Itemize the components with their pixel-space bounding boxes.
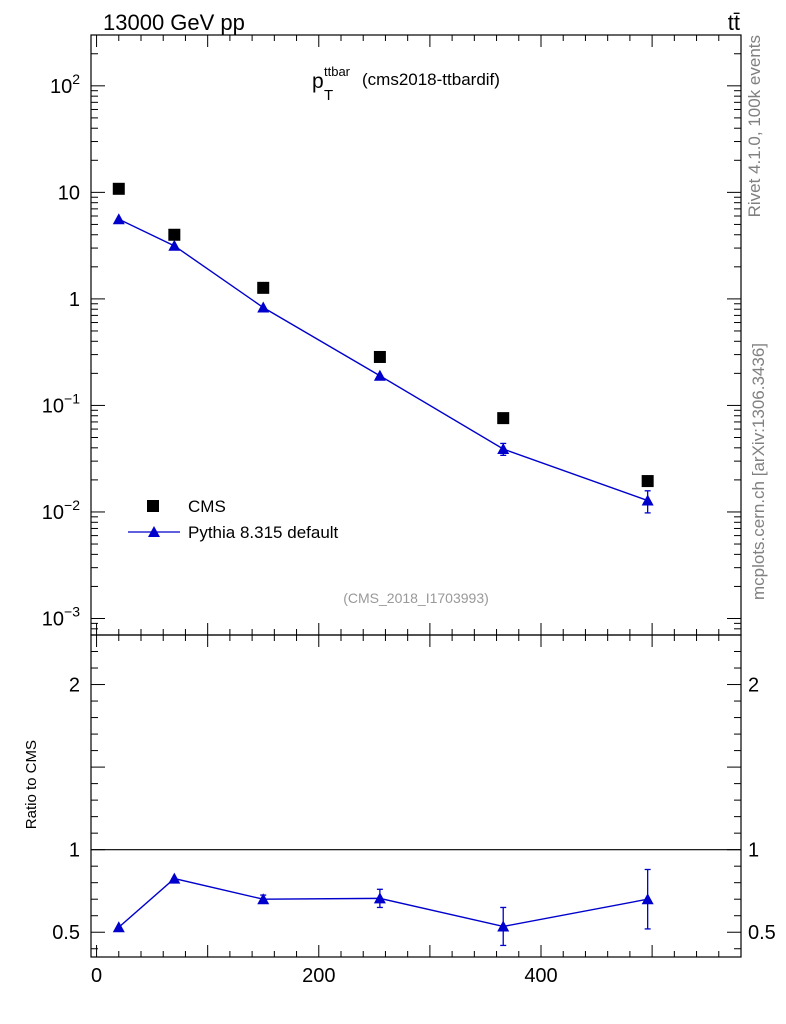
pythia-point <box>112 213 125 225</box>
ratio-point <box>168 872 181 884</box>
y-tick-label-upper: 1 <box>69 289 80 311</box>
pythia-point <box>257 301 270 313</box>
axis-ticks <box>91 34 741 957</box>
y-tick-label-upper: 102 <box>50 71 80 98</box>
legend-cms-label: CMS <box>188 497 226 516</box>
legend-pythia-marker <box>148 526 160 537</box>
chart-title-sup: ttbar <box>324 64 351 79</box>
pythia-point <box>373 369 386 381</box>
pythia-line <box>118 218 648 502</box>
chart-title-rest: (cms2018-ttbardif) <box>362 70 500 89</box>
y-tick-label-upper: 10−3 <box>42 603 80 630</box>
chart-title-sub: T <box>324 87 333 104</box>
x-tick-labels: 0 200 400 <box>91 965 558 987</box>
y-tick-label-lower-left: 1 <box>69 840 80 862</box>
y-tick-label-base: 10 <box>42 395 64 417</box>
ratio-series <box>112 868 654 947</box>
x-tick-label: 400 <box>524 965 557 987</box>
y-tick-label-lower-left: 0.5 <box>52 922 80 944</box>
process-label: tt̄ <box>728 10 740 35</box>
x-tick-label: 0 <box>91 965 102 987</box>
pythia-point <box>641 494 654 506</box>
ratio-line <box>118 877 648 928</box>
y-tick-label-base: 10 <box>42 502 64 524</box>
legend-pythia-label: Pythia 8.315 default <box>188 523 339 542</box>
cms-point <box>168 228 181 241</box>
y-tick-label-base: 1 <box>69 289 80 311</box>
site-label: mcplots.cern.ch [arXiv:1306.3436] <box>749 343 768 600</box>
ratio-point <box>373 892 386 904</box>
y-tick-label-exponent: −2 <box>64 497 80 513</box>
y-tick-label-lower-right: 2 <box>748 675 759 697</box>
pythia-point <box>168 239 181 251</box>
lower-y-tick-labels: 0.5 0.5 1 1 2 2 <box>52 675 776 945</box>
ratio-point <box>497 920 510 932</box>
energy-label: 13000 GeV pp <box>103 10 245 35</box>
lower-panel-frame <box>90 634 742 958</box>
y-tick-label-upper: 10 <box>58 182 80 204</box>
y-tick-label-base: 10 <box>42 608 64 630</box>
analysis-label: (CMS_2018_I1703993) <box>343 590 489 606</box>
y-tick-label-base: 10 <box>50 76 72 98</box>
cms-point <box>373 350 386 363</box>
cms-point <box>257 281 270 294</box>
y-tick-label-upper: 10−2 <box>42 497 80 524</box>
ratio-point <box>641 893 654 905</box>
legend-cms-marker <box>147 500 159 512</box>
lower-y-axis-label: Ratio to CMS <box>23 740 40 829</box>
y-tick-label-exponent: −3 <box>64 603 80 619</box>
chart-title-main: p <box>312 70 324 93</box>
y-tick-label-lower-right: 0.5 <box>748 922 776 944</box>
cms-series <box>112 182 654 488</box>
y-tick-label-exponent: 2 <box>72 71 80 87</box>
upper-panel-frame <box>90 34 742 636</box>
cms-point <box>641 475 654 488</box>
y-tick-label-base: 10 <box>58 182 80 204</box>
y-tick-label-lower-left: 2 <box>69 675 80 697</box>
pythia-point <box>497 442 510 454</box>
ratio-point <box>112 921 125 933</box>
ratio-point <box>257 893 270 905</box>
x-tick-label: 200 <box>302 965 335 987</box>
y-tick-label-exponent: −1 <box>64 390 80 406</box>
version-label: Rivet 4.1.0, 100k events <box>745 35 764 217</box>
cms-point <box>112 182 125 195</box>
pythia-series <box>112 213 654 514</box>
y-tick-label-upper: 10−1 <box>42 390 80 417</box>
cms-point <box>497 412 510 425</box>
y-tick-label-lower-right: 1 <box>748 840 759 862</box>
legend: CMS Pythia 8.315 default <box>128 497 339 542</box>
